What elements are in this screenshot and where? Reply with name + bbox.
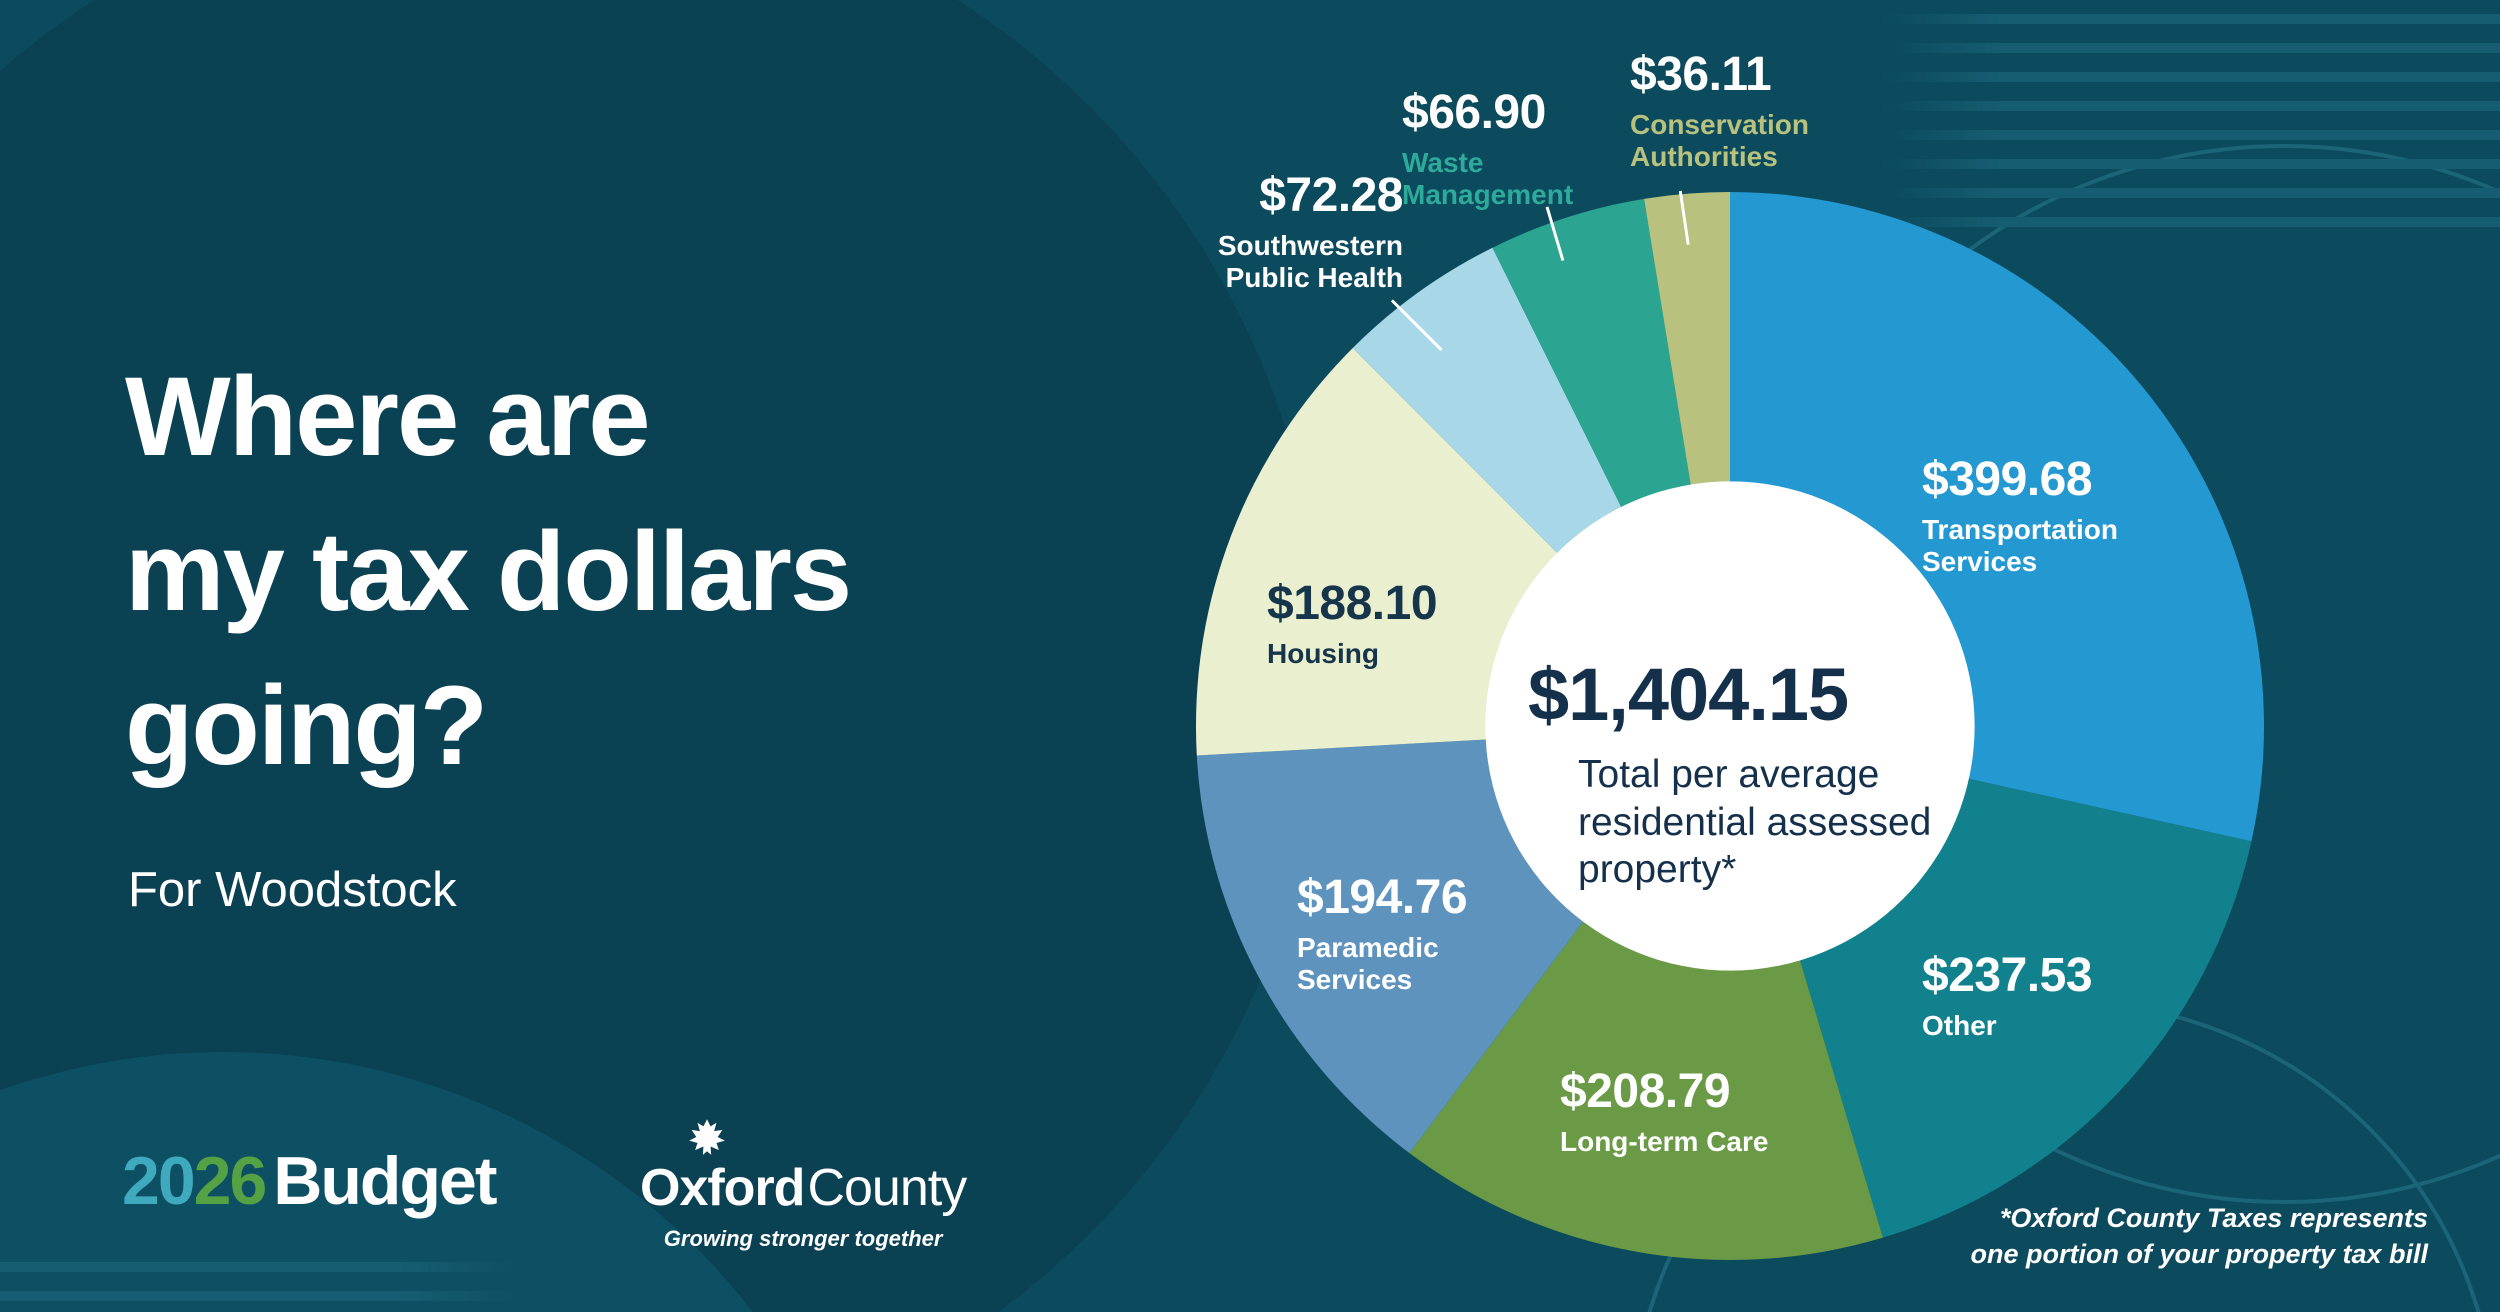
segment-name: Southwestern Public Health (1217, 230, 1403, 294)
budget-logo-label: Budget (273, 1143, 497, 1219)
segment-label-paramedic-services: $194.76 Paramedic Services (1297, 870, 1487, 997)
center-label-line-1: Total per average (1578, 753, 1880, 796)
budget-2026-logo: 2026 Budget (122, 1142, 497, 1220)
segment-amount: $208.79 (1560, 1065, 1731, 1118)
center-total-label: Total per average residential assessed p… (1528, 751, 1968, 894)
oxford-wordmark-light: County (807, 1159, 967, 1217)
segment-amount: $194.76 (1297, 871, 1468, 924)
segment-label-housing: $188.10 Housing (1267, 576, 1438, 670)
segment-label-conservation-authorities: $36.11 Conservation Authorities (1630, 47, 1890, 174)
budget-logo-year-20: 20 (122, 1143, 196, 1219)
oxford-tagline: Growing stronger together (663, 1226, 943, 1251)
segment-name: Other (1922, 1010, 1997, 1041)
segment-name: Transportation Services (1922, 514, 2119, 578)
segment-amount: $66.90 (1402, 86, 1546, 139)
leader-line-conservation-authorities (1678, 190, 1690, 245)
segment-amount: $399.68 (1922, 453, 2093, 506)
page-title: Where are my tax dollars going? (125, 340, 852, 804)
leader-lines (1390, 190, 1690, 352)
maple-leaf-icon (689, 1119, 725, 1155)
segment-name: Long-term Care (1560, 1126, 1769, 1157)
segment-label-transportation-services: $399.68 Transportation Services (1922, 452, 2192, 579)
donut-center-hole (1485, 481, 1975, 971)
segment-amount: $237.53 (1922, 949, 2093, 1002)
segment-name: Conservation Authorities (1630, 109, 1809, 173)
oxford-wordmark: OxfordCounty (640, 1158, 967, 1218)
chart-center-text: $1,404.15 Total per average residential … (1528, 652, 1968, 894)
oxford-county-logo: OxfordCounty Growing stronger together (640, 1118, 967, 1252)
segment-label-other: $237.53 Other (1922, 948, 2093, 1042)
segment-label-long-term-care: $208.79 Long-term Care (1560, 1064, 1768, 1158)
stripes-pattern-top-right (1880, 14, 2500, 241)
stripes-pattern-bottom-left (0, 1262, 520, 1312)
budget-logo-year-26: 26 (193, 1143, 268, 1219)
footnote: *Oxford County Taxes represents one port… (1970, 1200, 2428, 1273)
segment-name: Paramedic Services (1297, 932, 1439, 996)
segment-name: Waste Management (1402, 147, 1574, 211)
footnote-line-1: *Oxford County Taxes represents (1999, 1203, 2428, 1233)
segment-label-southwestern-public-health: $72.28 Southwestern Public Health (1163, 168, 1404, 295)
leader-line-waste-management (1545, 206, 1565, 262)
donut-chart-container (1193, 189, 2267, 1263)
segment-amount: $72.28 (1259, 169, 1403, 222)
subtitle-municipality: For Woodstock (128, 863, 457, 917)
donut-chart (1195, 190, 2265, 1261)
center-total-value: $1,404.15 (1528, 653, 1849, 736)
center-label-line-3: property* (1578, 848, 1737, 892)
headline-line-1: Where are (125, 354, 651, 479)
segment-label-waste-management: $66.90 Waste Management (1402, 85, 1642, 212)
segment-name: Housing (1267, 638, 1379, 669)
center-label-line-2: residential assessed (1578, 800, 1932, 844)
segment-amount: $188.10 (1267, 577, 1438, 630)
oxford-wordmark-bold: Oxford (640, 1159, 805, 1217)
headline-line-2: my tax dollars (125, 508, 852, 634)
leader-line-southwestern-public-health (1390, 299, 1443, 352)
segment-amount: $36.11 (1630, 48, 1772, 101)
footnote-line-2: one portion of your property tax bill (1970, 1239, 2428, 1270)
headline-line-3: going? (125, 663, 488, 789)
